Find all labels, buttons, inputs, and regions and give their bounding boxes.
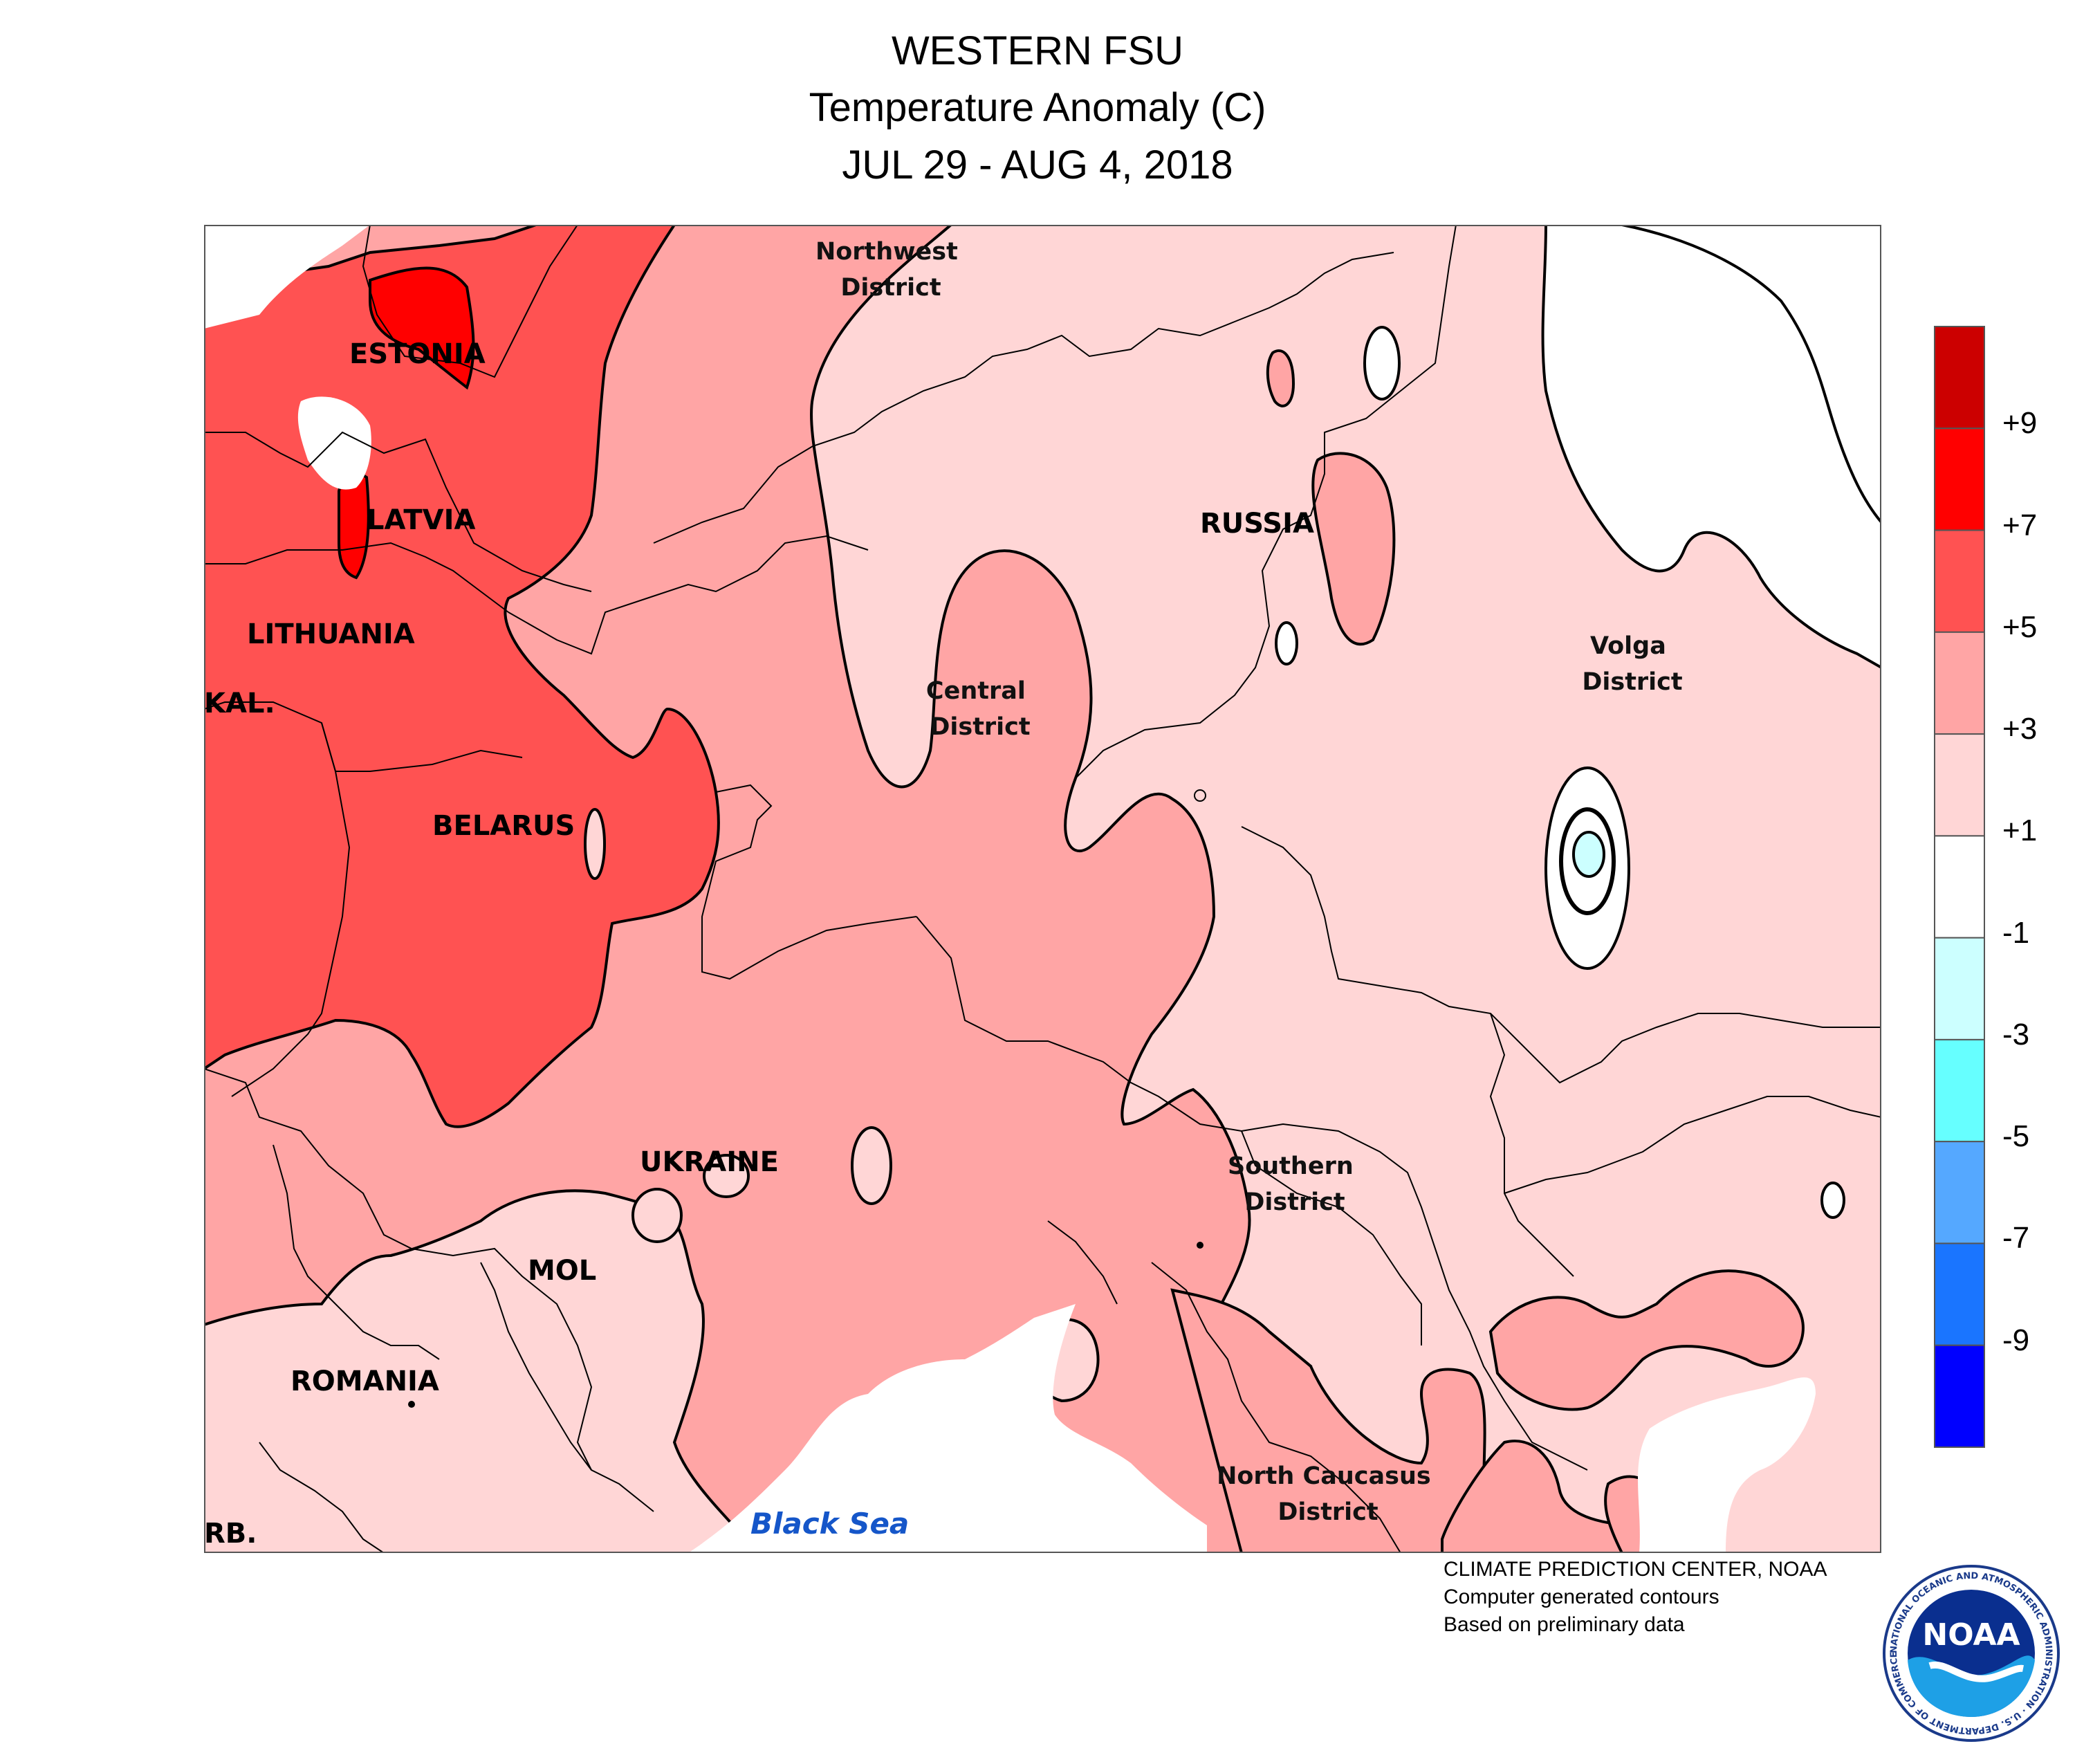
anomaly-3-5-region-south-russia <box>1170 1288 1486 1553</box>
anomaly-neg1-1-patch-small <box>1275 621 1298 665</box>
map-title: WESTERN FSU <box>891 28 1184 73</box>
label-kaliningrad: KAL. <box>204 688 275 719</box>
legend-swatch <box>1934 937 1985 1040</box>
anomaly-neg3-neg1-patch-volga <box>1572 831 1605 878</box>
legend-swatch <box>1934 631 1985 735</box>
legend-swatch <box>1934 1344 1985 1449</box>
anomaly-1-3-island-1 <box>851 1126 892 1205</box>
legend-label: +3 <box>2002 712 2038 746</box>
legend-swatch <box>1934 1141 1985 1244</box>
anomaly-neg1-1-gulf-riga <box>297 396 371 490</box>
legend-label: +1 <box>2002 814 2038 848</box>
label-russia: RUSSIA <box>1200 508 1314 540</box>
legend-label: -1 <box>2002 915 2030 950</box>
anomaly-neg1-1-top-edge <box>1621 225 1881 525</box>
city-marker-1 <box>408 1401 415 1408</box>
anomaly-neg1-1-ring-volga <box>1559 807 1616 915</box>
legend-swatch <box>1934 326 1985 430</box>
city-marker-2 <box>1197 1242 1204 1249</box>
anomaly-1-3-region-romania <box>204 1189 759 1553</box>
anomaly-1-3-island-belarus <box>584 808 606 880</box>
label-romania: ROMANIA <box>290 1366 439 1397</box>
legend-swatch <box>1934 1038 1985 1143</box>
anomaly-neg1-1-caspian <box>1638 1377 1816 1553</box>
legend-swatch <box>1934 835 1985 939</box>
label-moldova: MOL <box>528 1255 596 1287</box>
label-north-caucasus-district: North Caucasus District <box>1217 1462 1439 1526</box>
label-central-district: Central District <box>926 677 1034 741</box>
color-legend <box>1934 326 1985 1449</box>
label-northwest-district: Northwest District <box>815 238 966 302</box>
label-latvia: LATVIA <box>367 504 475 536</box>
anomaly-neg1-1-patch-north <box>1363 326 1401 401</box>
label-estonia: ESTONIA <box>349 338 486 370</box>
anomaly-1-3-island-3 <box>631 1188 683 1243</box>
anomaly-3-5-patch-north <box>1266 349 1295 407</box>
anomaly-neg1-1-black-sea <box>688 1304 1207 1553</box>
anomaly-neg1-1-west-coast <box>204 225 370 329</box>
legend-label: -5 <box>2002 1119 2030 1154</box>
legend-swatch <box>1934 428 1985 531</box>
legend-label: -7 <box>2002 1221 2030 1256</box>
legend-swatch <box>1934 733 1985 837</box>
credit-line-3: Based on preliminary data <box>1444 1613 1685 1636</box>
legend-label: +5 <box>2002 609 2038 644</box>
label-belarus: BELARUS <box>432 810 575 842</box>
anomaly-7-9-patch-latvia <box>338 472 370 580</box>
legend-swatch <box>1934 1242 1985 1346</box>
label-ukraine: UKRAINE <box>640 1146 779 1178</box>
label-volga-district: Volga District <box>1582 632 1682 696</box>
legend-label: -3 <box>2002 1017 2030 1051</box>
anomaly-neg1-1-region-northeast <box>1541 225 1881 670</box>
city-marker-3 <box>1194 789 1206 802</box>
credit-line-1: CLIMATE PREDICTION CENTER, NOAA <box>1444 1558 1827 1581</box>
label-serbia: RB. <box>204 1518 257 1550</box>
label-lithuania: LITHUANIA <box>247 618 415 650</box>
anomaly-1-3-island-2 <box>703 1154 750 1198</box>
map-frame <box>204 225 1881 1553</box>
anomaly-3-5-region-kazakh <box>1488 1269 1805 1411</box>
legend-label: -9 <box>2002 1323 2030 1357</box>
legend-label: +9 <box>2002 406 2038 441</box>
admin-borders <box>204 225 1881 1553</box>
noaa-logo-text: NOAA <box>1922 1617 2020 1653</box>
legend-label: +7 <box>2002 508 2038 542</box>
legend-swatch <box>1934 529 1985 633</box>
map-subtitle: Temperature Anomaly (C) <box>809 85 1266 130</box>
anomaly-3-5-patch-east <box>1311 452 1396 646</box>
anomaly-neg1-1-patch-far-east <box>1820 1182 1845 1219</box>
label-southern-district: Southern District <box>1228 1152 1362 1216</box>
credit-line-2: Computer generated contours <box>1444 1586 1719 1608</box>
anomaly-map: ESTONIA LATVIA LITHUANIA KAL. BELARUS UK… <box>204 225 1881 1553</box>
map-date-range: JUL 29 - AUG 4, 2018 <box>842 143 1233 187</box>
label-black-sea: Black Sea <box>750 1507 909 1541</box>
noaa-logo: NATIONAL OCEANIC AND ATMOSPHERIC ADMINIS… <box>1883 1565 2060 1742</box>
